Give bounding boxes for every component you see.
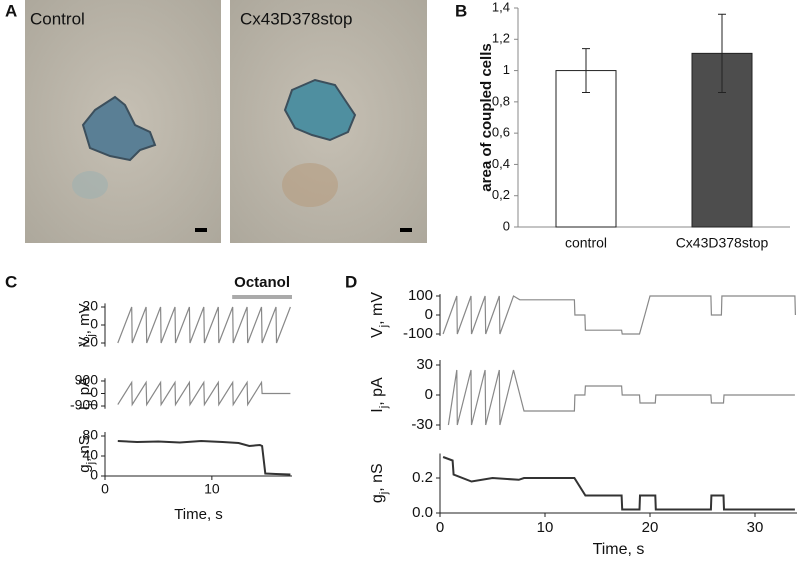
y-axis-label: Vj, mV (369, 292, 390, 338)
y-axis-label: gj, nS (369, 463, 390, 503)
scale-bar (195, 228, 207, 232)
y-label-part: j (85, 404, 97, 407)
y-label-part: j (85, 462, 97, 465)
dye-spread (81, 95, 157, 162)
trace (117, 439, 291, 476)
y-label-part: j (378, 325, 390, 328)
y-tick-label: 0,6 (492, 125, 510, 140)
y-label-part: , mV (76, 303, 93, 334)
y-tick-label: 0,8 (492, 93, 510, 108)
trace (442, 456, 795, 511)
y-label-part: , nS (369, 463, 386, 491)
y-axis-label: Ij, pA (369, 377, 390, 413)
y-label-part: I (369, 408, 386, 412)
y-tick-label: 0,4 (492, 156, 510, 171)
y-tick-label: 0,2 (492, 187, 510, 202)
y-tick-label: 1,2 (492, 31, 510, 46)
stain (72, 171, 108, 199)
x-tick-label: 20 (642, 519, 659, 536)
error-bar (582, 48, 590, 93)
y-tick-label: -20 (78, 334, 98, 350)
panel-label: B (455, 1, 467, 20)
x-axis-label: Time, s (174, 506, 223, 523)
error-bar (718, 13, 726, 93)
y-tick-label: 0 (90, 384, 98, 400)
x-tick-label: 30 (747, 519, 764, 536)
bar (555, 70, 617, 228)
x-tick-label: Cx43D378stop (676, 235, 769, 251)
panel-label: D (345, 272, 357, 291)
trace (117, 306, 291, 344)
y-tick-label: 1,4 (492, 0, 510, 14)
y-label-part: g (76, 464, 93, 472)
y-tick-label: 0 (503, 218, 510, 233)
x-tick-label: 0 (101, 481, 109, 497)
y-tick-label: 900 (75, 372, 99, 388)
y-tick-label: -100 (403, 325, 433, 342)
annotation: Octanol (234, 274, 290, 291)
y-label-part: , pA (369, 377, 386, 406)
y-axis-label: gj, nS (76, 435, 97, 472)
trace (442, 295, 796, 335)
y-axis-label: Vj, mV (76, 303, 97, 346)
y-tick-label: 0 (90, 467, 98, 483)
trace (447, 369, 795, 426)
y-label-part: I (76, 406, 93, 410)
y-label-part: , nS (76, 435, 93, 462)
y-axis-label: area of coupled cells (478, 43, 495, 191)
trace (117, 380, 291, 407)
x-tick-label: 0 (436, 519, 444, 536)
x-tick-label: 10 (204, 481, 220, 497)
scale-bar (400, 228, 412, 232)
y-tick-label: 80 (82, 427, 98, 443)
panel-label: A (5, 1, 17, 20)
y-label-part: j (378, 406, 390, 409)
y-label-part: , mV (369, 292, 386, 325)
x-tick-label: 10 (537, 519, 554, 536)
y-label-part: g (369, 494, 386, 503)
y-tick-label: 0 (425, 386, 433, 403)
y-tick-label: 20 (82, 298, 98, 314)
y-tick-label: 0 (90, 316, 98, 332)
y-tick-label: 0.2 (412, 469, 433, 486)
y-axis-label: Ij, pA (76, 377, 97, 410)
y-tick-label: 0.0 (412, 504, 433, 521)
y-tick-label: 0 (425, 306, 433, 323)
x-tick-label: control (565, 235, 607, 251)
y-label-part: j (378, 492, 390, 495)
dye-spread (283, 78, 357, 142)
stain (282, 163, 338, 207)
y-label-part: j (85, 334, 97, 337)
y-tick-label: 30 (416, 356, 433, 373)
x-axis-label: Time, s (593, 541, 645, 558)
y-tick-label: 100 (408, 287, 433, 304)
y-tick-label: 1 (503, 62, 510, 77)
y-tick-label: -30 (411, 416, 433, 433)
y-label-part: , pA (76, 377, 93, 404)
y-tick-label: 40 (82, 447, 98, 463)
y-label-part: V (369, 327, 386, 338)
y-label-part: V (76, 337, 93, 347)
image-label: Control (30, 9, 85, 28)
panel-label: C (5, 272, 17, 291)
image-label: Cx43D378stop (240, 9, 352, 28)
y-tick-label: -900 (70, 397, 98, 413)
